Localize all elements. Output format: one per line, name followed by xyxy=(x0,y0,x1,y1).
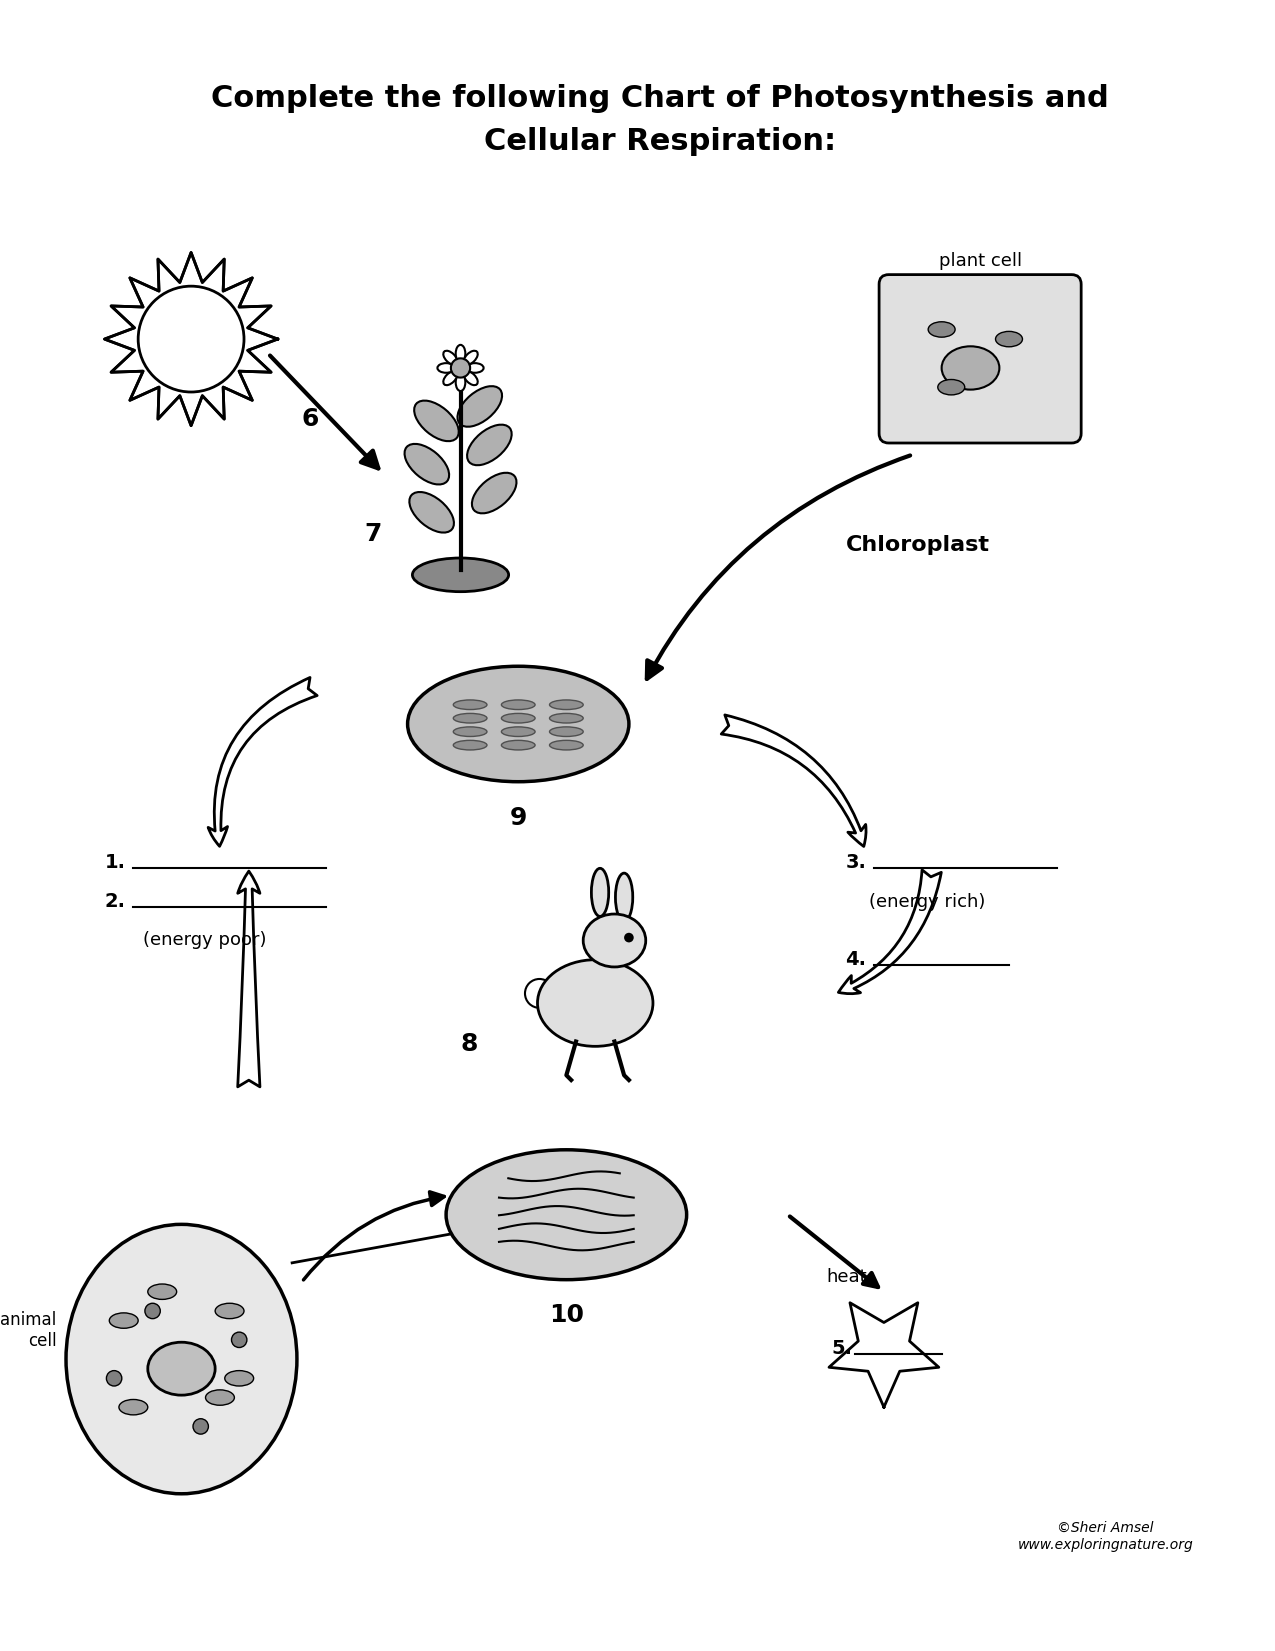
Ellipse shape xyxy=(501,740,536,750)
Ellipse shape xyxy=(592,868,608,916)
Text: 2.: 2. xyxy=(105,892,125,911)
Ellipse shape xyxy=(550,726,583,736)
Text: Chloroplast: Chloroplast xyxy=(845,535,989,555)
Ellipse shape xyxy=(550,740,583,750)
Ellipse shape xyxy=(501,700,536,710)
Text: 3.: 3. xyxy=(845,854,866,872)
Ellipse shape xyxy=(205,1390,235,1405)
Ellipse shape xyxy=(550,713,583,723)
Ellipse shape xyxy=(467,363,483,373)
Ellipse shape xyxy=(414,401,459,441)
Ellipse shape xyxy=(444,371,458,385)
Text: 1.: 1. xyxy=(105,854,125,872)
Ellipse shape xyxy=(148,1342,215,1395)
Text: 8: 8 xyxy=(460,1032,478,1057)
Ellipse shape xyxy=(412,558,509,591)
Ellipse shape xyxy=(464,371,478,385)
Text: 6: 6 xyxy=(302,406,319,431)
Ellipse shape xyxy=(454,740,487,750)
Text: (energy poor): (energy poor) xyxy=(143,931,266,949)
Text: Cellular Respiration:: Cellular Respiration: xyxy=(483,127,836,157)
Circle shape xyxy=(138,286,244,391)
Ellipse shape xyxy=(409,492,454,533)
Ellipse shape xyxy=(996,332,1023,347)
Ellipse shape xyxy=(404,444,449,484)
Circle shape xyxy=(623,933,634,943)
Ellipse shape xyxy=(464,350,478,365)
Circle shape xyxy=(525,979,553,1007)
Ellipse shape xyxy=(110,1313,138,1329)
Ellipse shape xyxy=(446,1149,687,1280)
Ellipse shape xyxy=(538,959,653,1047)
FancyBboxPatch shape xyxy=(878,274,1081,442)
Ellipse shape xyxy=(455,373,465,391)
Text: heat: heat xyxy=(826,1268,867,1286)
Ellipse shape xyxy=(928,322,955,337)
Ellipse shape xyxy=(454,700,487,710)
Ellipse shape xyxy=(224,1370,254,1385)
Ellipse shape xyxy=(454,726,487,736)
Ellipse shape xyxy=(66,1225,297,1494)
Ellipse shape xyxy=(501,713,536,723)
Ellipse shape xyxy=(148,1284,177,1299)
Text: 7: 7 xyxy=(365,522,381,546)
Ellipse shape xyxy=(215,1303,244,1319)
Text: 10: 10 xyxy=(548,1303,584,1327)
Text: animal
cell: animal cell xyxy=(0,1311,56,1349)
Ellipse shape xyxy=(583,915,645,967)
Circle shape xyxy=(106,1370,122,1385)
Ellipse shape xyxy=(942,347,1000,390)
Text: ©Sheri Amsel
www.exploringnature.org: ©Sheri Amsel www.exploringnature.org xyxy=(1017,1521,1193,1552)
Circle shape xyxy=(145,1303,161,1319)
Circle shape xyxy=(451,358,470,378)
Circle shape xyxy=(193,1418,208,1435)
Ellipse shape xyxy=(472,472,516,513)
Text: plant cell: plant cell xyxy=(938,253,1021,269)
Ellipse shape xyxy=(119,1400,148,1415)
Ellipse shape xyxy=(408,667,629,781)
Polygon shape xyxy=(829,1303,938,1407)
Ellipse shape xyxy=(455,345,465,362)
Text: (energy rich): (energy rich) xyxy=(870,893,986,911)
Ellipse shape xyxy=(501,726,536,736)
Ellipse shape xyxy=(616,873,632,921)
Text: 9: 9 xyxy=(510,806,527,830)
Text: 4.: 4. xyxy=(845,949,867,969)
Circle shape xyxy=(232,1332,247,1347)
Ellipse shape xyxy=(467,424,511,466)
Ellipse shape xyxy=(550,700,583,710)
Ellipse shape xyxy=(444,350,458,365)
Ellipse shape xyxy=(454,713,487,723)
Text: Complete the following Chart of Photosynthesis and: Complete the following Chart of Photosyn… xyxy=(210,84,1108,112)
Ellipse shape xyxy=(437,363,455,373)
Ellipse shape xyxy=(458,386,502,426)
Ellipse shape xyxy=(938,380,965,395)
Text: 5.: 5. xyxy=(831,1339,852,1359)
Polygon shape xyxy=(105,253,278,426)
